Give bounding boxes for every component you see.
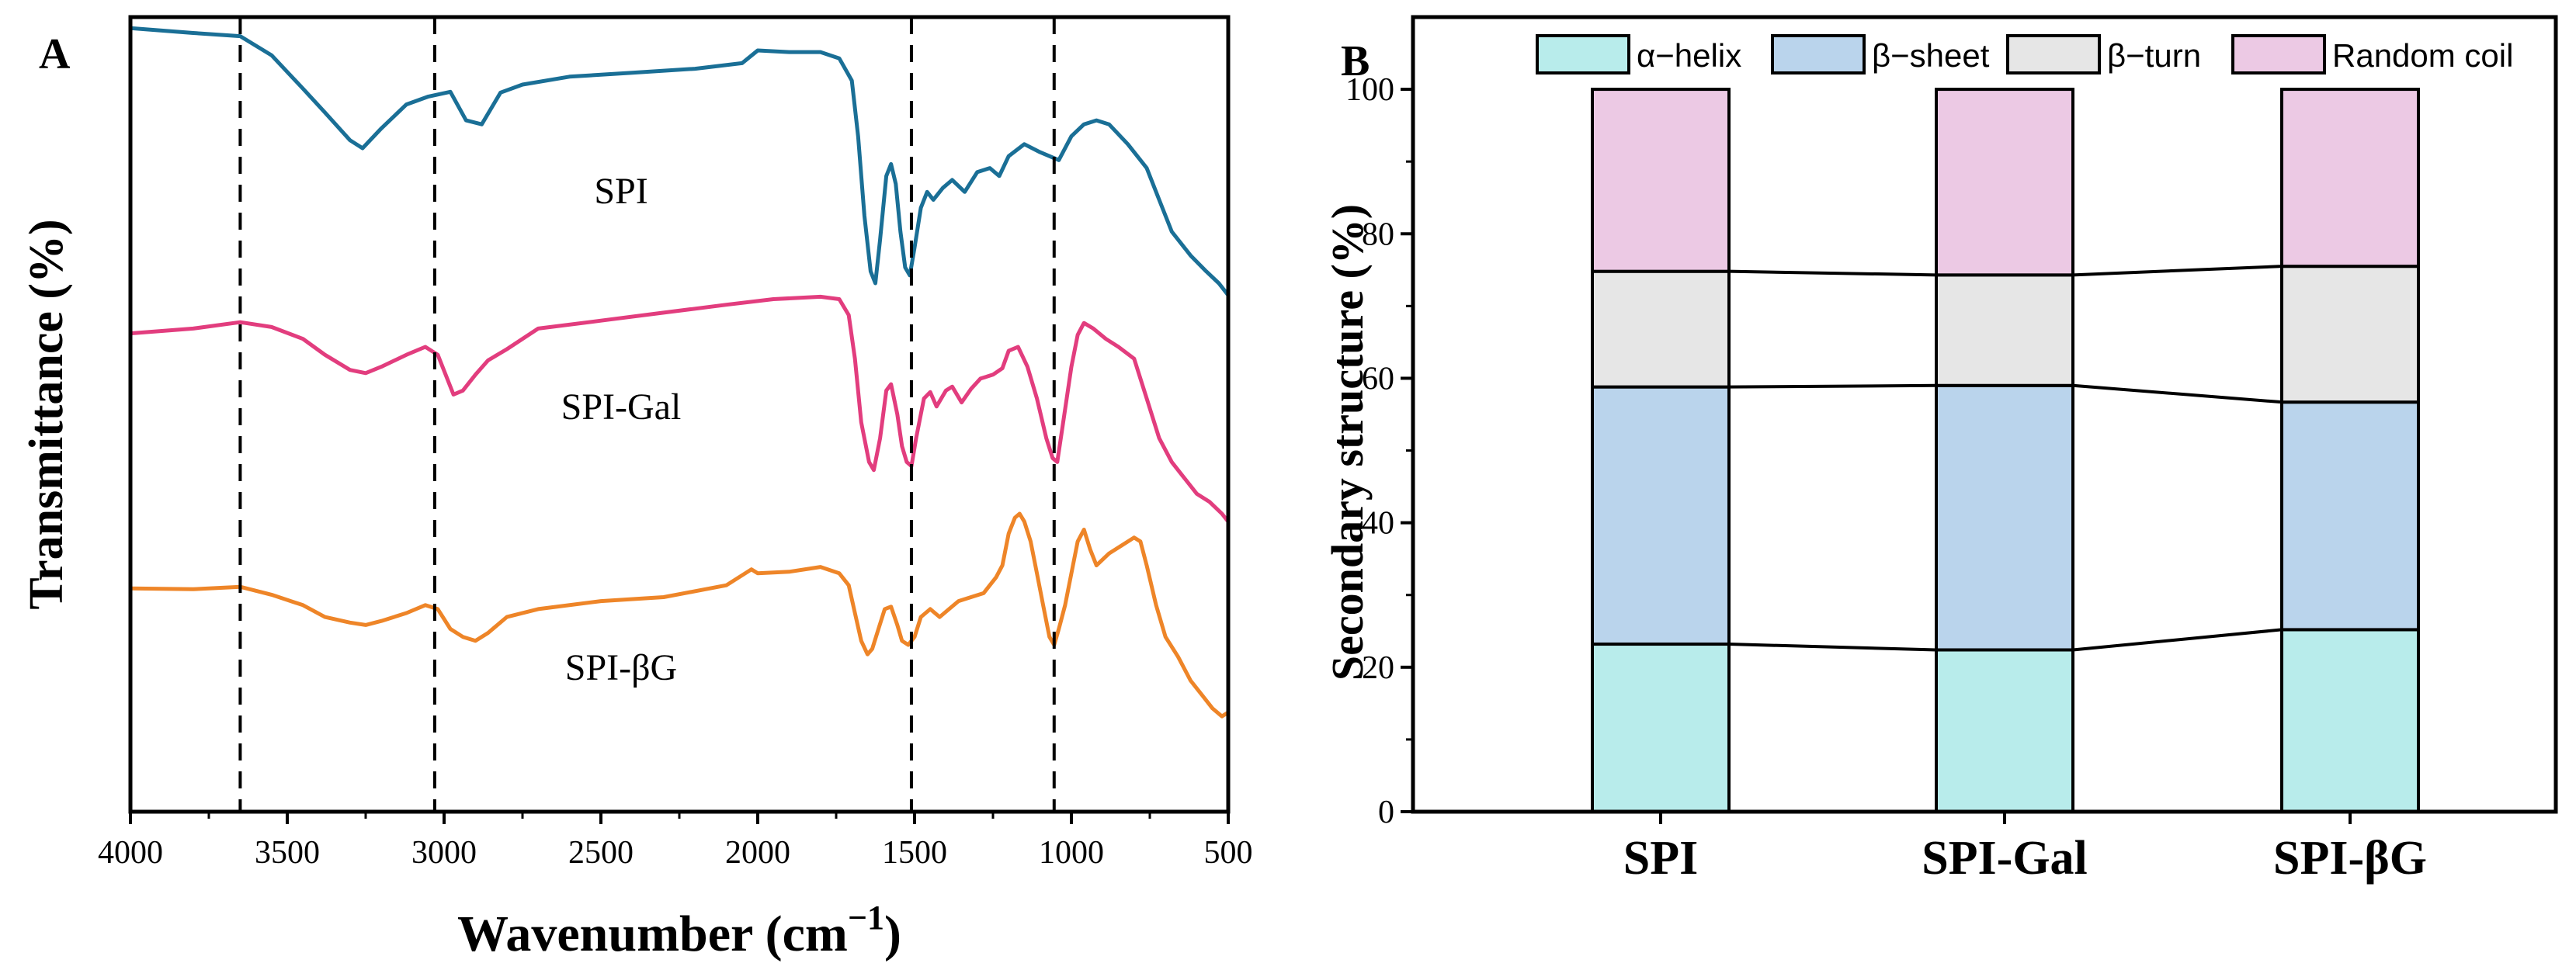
- panel-a-reference-lines: [238, 17, 1056, 812]
- y-tick-label-0: 0: [1378, 795, 1394, 830]
- bar-segment-spi-gal-turn: [1935, 273, 2074, 387]
- bar-segment-spi-turn: [1591, 269, 1731, 389]
- panel-a-series-labels: SPI SPI-Gal SPI-βG: [561, 171, 682, 688]
- panel-b-legend: α−helix β−sheet β−turn Random coil: [1536, 34, 2513, 74]
- y-tick-label-40: 40: [1362, 506, 1394, 542]
- legend-label-turn: β−turn: [2107, 37, 2201, 74]
- bar-segment-spi-g-turn: [2280, 265, 2420, 404]
- x-tick-label-500: 500: [1204, 835, 1253, 871]
- panel-a-x-axis-label: Wavenumber (cm−1): [457, 899, 901, 962]
- legend-label-sheet: β−sheet: [1872, 37, 1990, 74]
- connector-line-turn: [2072, 265, 2283, 277]
- bar-segment-spi-gal-helix: [1935, 648, 2074, 814]
- panel-b-plot-frame: [1411, 15, 2558, 814]
- bar-segment-spi-g-sheet: [2280, 400, 2420, 632]
- bar-segment-spi-gal-random-coil: [1935, 88, 2074, 277]
- y-tick-label-80: 80: [1362, 217, 1394, 252]
- x-tick-label-2000: 2000: [725, 835, 790, 871]
- y-tick-label-20: 20: [1362, 650, 1394, 686]
- x-tick-label-3000: 3000: [411, 835, 477, 871]
- x-tick-label-2500: 2500: [568, 835, 634, 871]
- connector-line-turn: [1728, 269, 1937, 277]
- connector-line-sheet: [1728, 383, 1937, 389]
- legend-swatch-turn: [2006, 34, 2101, 74]
- series-line-spi: [130, 26, 1230, 296]
- series-label-spi-g: SPI-βG: [565, 647, 677, 688]
- panel-b-y-ticks: 0 20 40 60 80 100: [1345, 72, 1413, 830]
- panel-a-x-axis-label-close: ): [884, 906, 901, 962]
- connector-line-helix: [2072, 628, 2283, 652]
- bar-segment-spi-g-helix: [2280, 628, 2420, 813]
- series-line-spi-g: [130, 511, 1230, 719]
- panel-b-y-axis-label: Secondary structure (%): [1322, 204, 1373, 681]
- panel-a-x-ticks: 4000 3500 3000 2500 2000 1500 1000 500: [98, 812, 1253, 871]
- series-label-spi-gal: SPI-Gal: [561, 386, 682, 428]
- y-tick-label-100: 100: [1345, 72, 1394, 108]
- legend-label-helix: α−helix: [1637, 37, 1741, 74]
- series-line-spi-gal: [130, 294, 1230, 523]
- panel-a-x-axis-label-main: Wavenumber (cm: [457, 906, 848, 962]
- panel-a-x-axis-label-sup: −1: [848, 899, 884, 937]
- panel-a-series-lines: [130, 26, 1230, 719]
- bar-segment-spi-helix: [1591, 643, 1731, 814]
- panel-b-secondary-structure-chart: B 0 20 40 60 80 100 SPI SPI-Gal SPI-βG α−helix β…: [1322, 15, 2558, 885]
- bar-segment-spi-random-coil: [1591, 88, 1731, 273]
- x-tick-label-1500: 1500: [882, 835, 947, 871]
- panel-a-y-axis-label: Transmittance (%): [20, 219, 73, 609]
- legend-swatch-sheet: [1771, 34, 1866, 74]
- connector-line-helix: [1728, 643, 1937, 652]
- y-tick-label-60: 60: [1362, 361, 1394, 397]
- panel-b-label: B: [1341, 37, 1370, 85]
- bar-segment-spi-gal-sheet: [1935, 383, 2074, 652]
- panel-b-connector-lines: [1728, 265, 2283, 652]
- legend-label-random-coil: Random coil: [2332, 37, 2513, 74]
- series-label-spi: SPI: [594, 171, 647, 212]
- panel-b-bars: [1591, 88, 2420, 814]
- connector-line-sheet: [2072, 383, 2283, 404]
- bar-segment-spi-sheet: [1591, 385, 1731, 646]
- category-label-spi-gal: SPI-Gal: [1922, 832, 2088, 885]
- legend-swatch-random-coil: [2231, 34, 2326, 74]
- category-label-spi: SPI: [1623, 832, 1698, 885]
- x-tick-label-3500: 3500: [255, 835, 320, 871]
- category-label-spi-g: SPI-βG: [2273, 832, 2427, 885]
- panel-b-category-labels: SPI SPI-Gal SPI-βG: [1623, 812, 2427, 885]
- x-tick-label-1000: 1000: [1039, 835, 1104, 871]
- x-tick-label-4000: 4000: [98, 835, 163, 871]
- legend-swatch-helix: [1536, 34, 1630, 74]
- panel-a-label: A: [39, 30, 71, 78]
- bar-segment-spi-g-random-coil: [2280, 88, 2420, 269]
- panel-a-ftir-chart: A SPI SPI-Gal SPI-βG 4000 3500 3000 2500 2000 1…: [20, 15, 1253, 962]
